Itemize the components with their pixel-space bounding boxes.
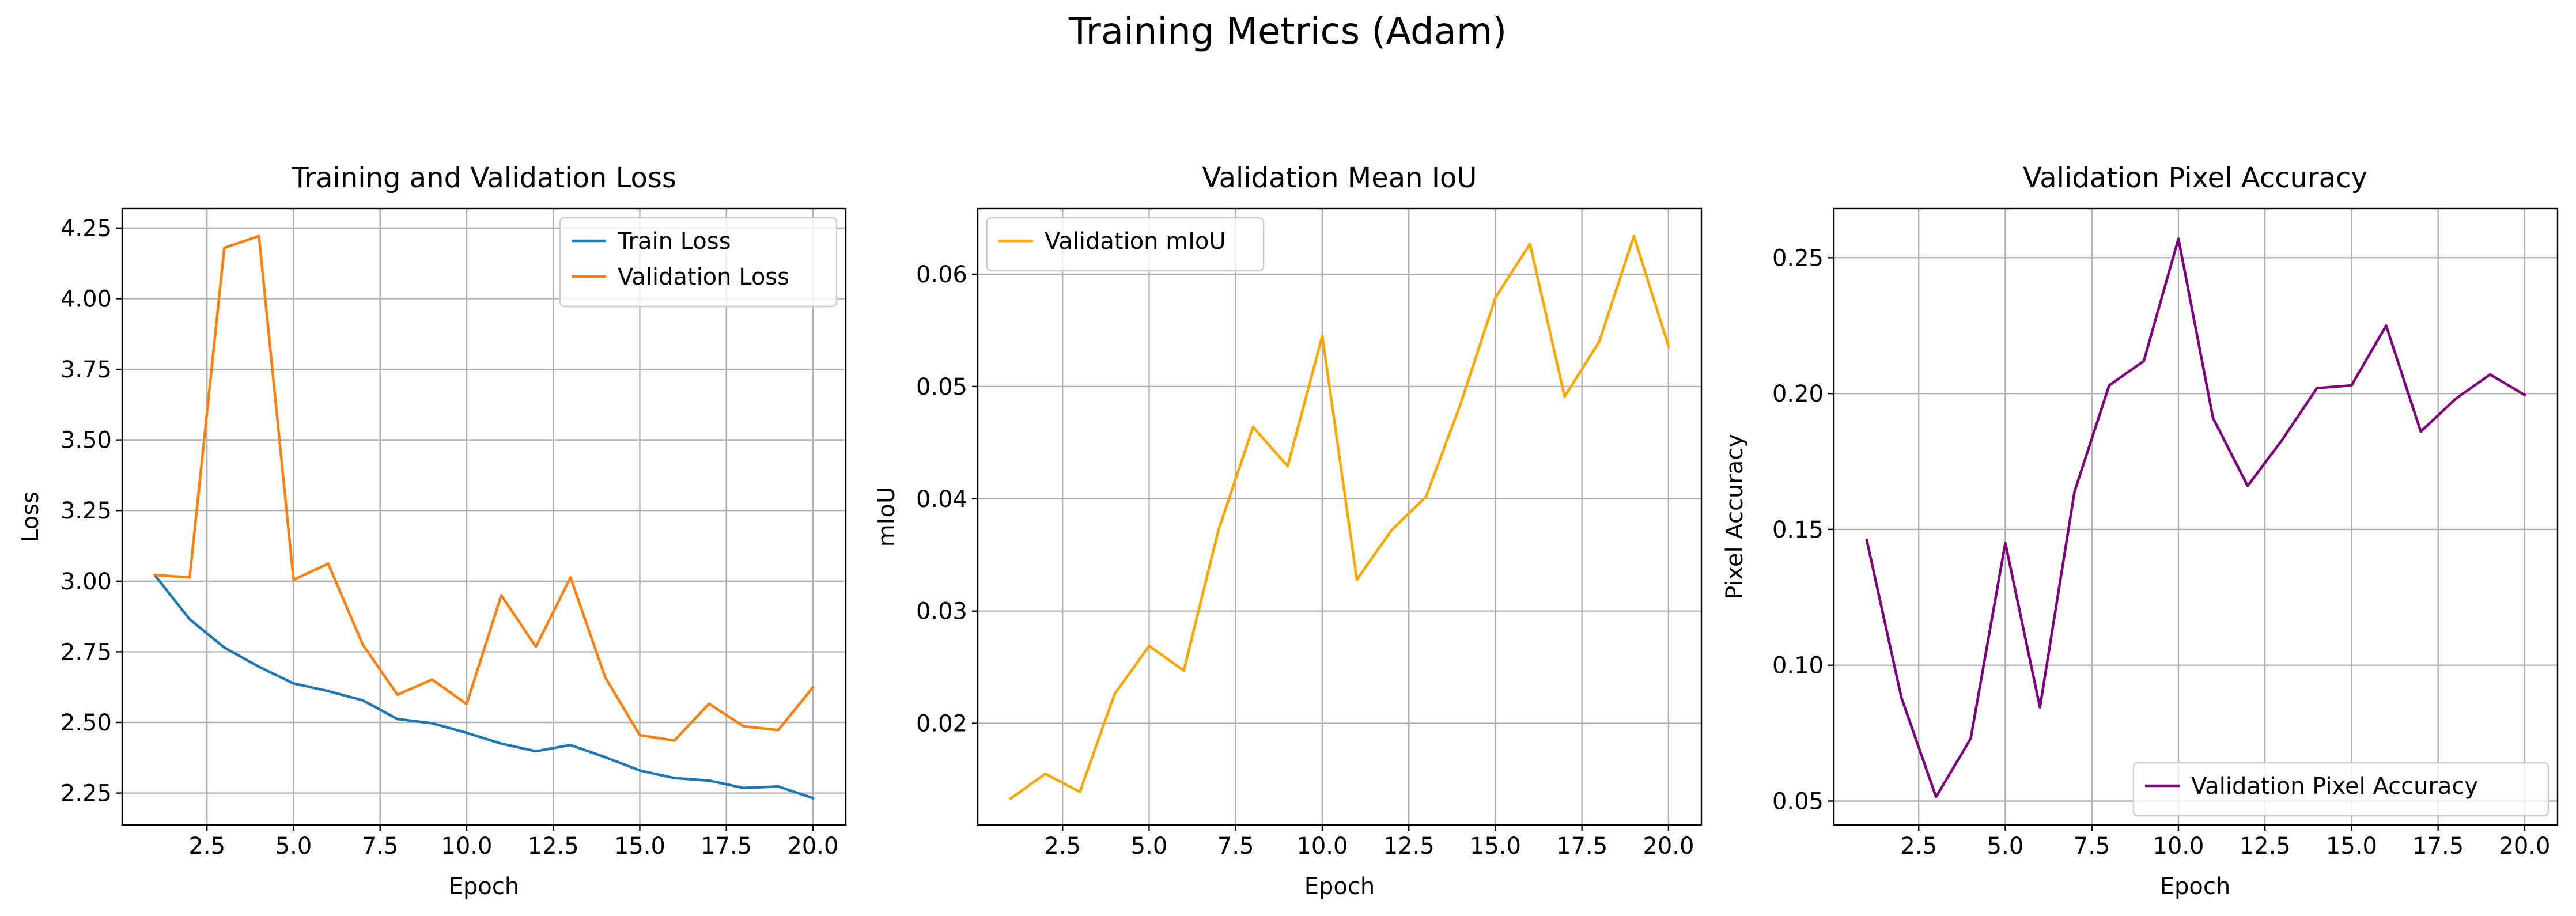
y-axis-label: mIoU: [873, 487, 900, 547]
series-line-0: [1865, 237, 2526, 798]
legend-label: Validation mIoU: [1045, 228, 1226, 255]
figure-title: Training Metrics (Adam): [1068, 10, 1507, 53]
x-tick-label: 5.0: [275, 833, 312, 860]
loss-panel: Training and Validation Loss Epoch Loss …: [17, 162, 847, 900]
x-tick-label: 15.0: [614, 833, 665, 860]
y-tick-label: 0.15: [1772, 517, 1824, 543]
y-tick-label: 4.25: [60, 215, 112, 242]
x-tick-label: 7.5: [2074, 833, 2110, 860]
x-tick-label: 5.0: [1987, 833, 2024, 860]
axes-frame: [977, 207, 1703, 826]
series-line-0: [153, 573, 815, 800]
x-tick-label: 2.5: [1044, 833, 1081, 860]
y-tick-label: 0.02: [916, 711, 967, 737]
x-tick-label: 2.5: [188, 833, 225, 860]
axes-frame: [121, 207, 847, 826]
panel-title: Validation Pixel Accuracy: [2023, 162, 2367, 194]
y-tick-label: 0.05: [916, 374, 967, 400]
series-line-1: [153, 234, 815, 742]
legend-box: [2132, 762, 2549, 817]
series-line-0: [1008, 234, 1670, 801]
axes-frame: [1833, 207, 2559, 826]
y-tick-label: 3.50: [60, 427, 112, 454]
x-axis-label: Epoch: [1304, 873, 1375, 900]
y-tick-label: 3.75: [60, 357, 112, 383]
x-tick-label: 17.5: [1556, 833, 1607, 860]
x-tick-label: 15.0: [1470, 833, 1521, 860]
grid: [122, 209, 846, 825]
x-tick-label: 12.5: [2240, 833, 2291, 860]
legend-label: Validation Loss: [618, 264, 789, 290]
y-tick-label: 0.04: [916, 486, 967, 513]
y-tick-label: 0.03: [916, 599, 967, 625]
x-tick-label: 12.5: [528, 833, 579, 860]
grid: [1834, 209, 2558, 825]
grid: [978, 209, 1701, 825]
y-axis-label: Pixel Accuracy: [1722, 434, 1748, 600]
y-tick-label: 0.05: [1772, 789, 1824, 815]
legend-label: Train Loss: [617, 228, 731, 255]
x-tick-label: 10.0: [2153, 833, 2204, 860]
x-tick-label: 17.5: [2412, 833, 2464, 860]
x-tick-label: 17.5: [701, 833, 752, 860]
miou-panel: Validation Mean IoU Epoch mIoU 2.5 5.0 7.5…: [873, 162, 1703, 900]
x-tick-label: 2.5: [1900, 833, 1937, 860]
panel-title: Validation Mean IoU: [1202, 162, 1477, 194]
x-tick-label: 10.0: [1296, 833, 1348, 860]
legend-box: [986, 217, 1265, 272]
x-tick-label: 20.0: [2499, 833, 2550, 860]
y-axis-label: Loss: [17, 491, 44, 542]
x-tick-label: 20.0: [1643, 833, 1694, 860]
pixel-accuracy-panel: Validation Pixel Accuracy Epoch Pixel Ac…: [1722, 162, 2559, 900]
x-axis-label: Epoch: [2160, 873, 2230, 900]
x-tick-label: 15.0: [2326, 833, 2377, 860]
x-axis-label: Epoch: [449, 873, 519, 900]
y-tick-label: 4.00: [60, 286, 112, 312]
x-tick-label: 10.0: [441, 833, 492, 860]
y-tick-label: 2.50: [60, 710, 112, 736]
x-tick-label: 20.0: [787, 833, 838, 860]
legend-label: Validation Pixel Accuracy: [2191, 773, 2478, 800]
x-tick-label: 7.5: [362, 833, 399, 860]
x-tick-label: 5.0: [1131, 833, 1168, 860]
legend-box: [559, 217, 838, 308]
x-tick-label: 7.5: [1217, 833, 1254, 860]
y-tick-label: 3.25: [60, 498, 112, 524]
legend: Train Loss Validation Loss: [559, 217, 838, 308]
y-tick-label: 2.75: [60, 639, 112, 665]
y-tick-label: 0.25: [1772, 245, 1824, 271]
panel-title: Training and Validation Loss: [291, 162, 676, 194]
y-tick-label: 0.10: [1772, 653, 1824, 679]
legend: Validation Pixel Accuracy: [2132, 762, 2549, 817]
x-tick-label: 12.5: [1383, 833, 1435, 860]
y-tick-label: 0.20: [1772, 381, 1824, 407]
legend: Validation mIoU: [986, 217, 1265, 272]
y-tick-label: 3.00: [60, 569, 112, 595]
y-tick-label: 0.06: [916, 262, 967, 288]
y-tick-label: 2.25: [60, 781, 112, 807]
